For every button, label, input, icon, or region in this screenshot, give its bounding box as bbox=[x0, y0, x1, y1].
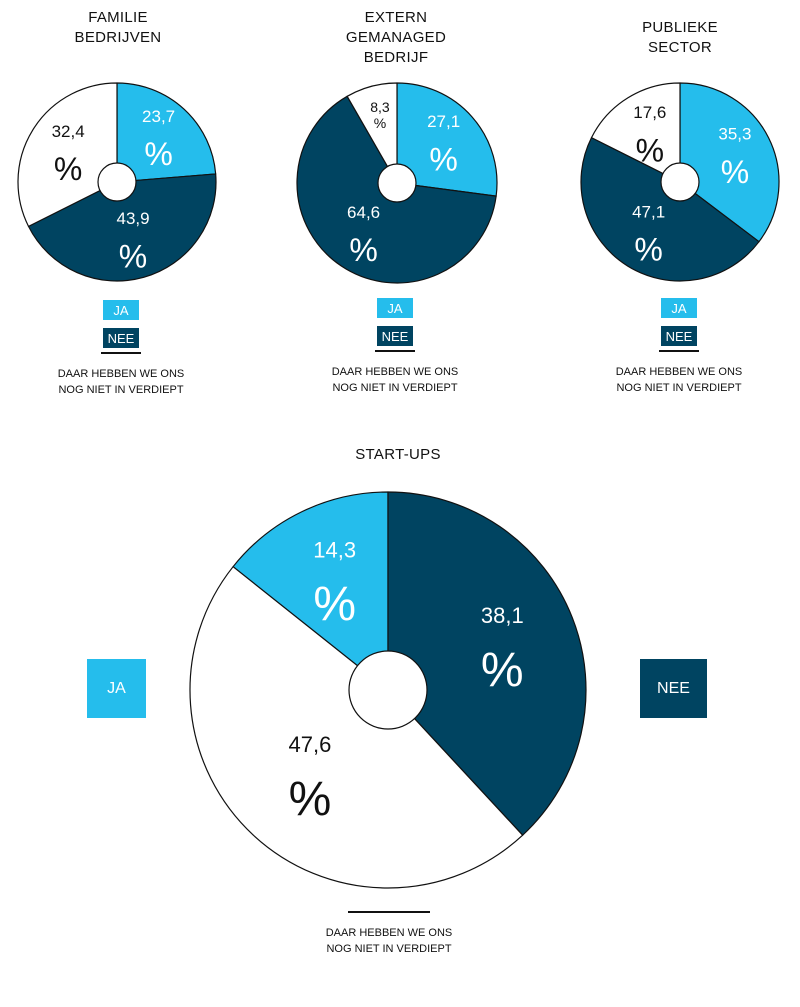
pie-familie: 23,7% 43,9% 32,4% bbox=[17, 82, 217, 282]
legend-unknown-extern: DAAR HEBBEN WE ONS NOG NIET IN VERDIEPT bbox=[331, 366, 459, 394]
data-unit-extern-unknown: % bbox=[374, 115, 386, 131]
legend-nee-familie: NEE bbox=[103, 328, 139, 348]
data-unit-familie-ja: % bbox=[144, 136, 172, 172]
legend-ja-startups: JA bbox=[87, 659, 146, 718]
slice-startups-nee bbox=[387, 491, 587, 836]
legend-line-publiek bbox=[659, 350, 699, 352]
data-label-startups-nee: 38,1 bbox=[481, 603, 524, 628]
slice-publiek-ja bbox=[679, 82, 780, 243]
legend-nee-publiek: NEE bbox=[661, 326, 697, 346]
data-unit-publiek-ja: % bbox=[721, 154, 749, 190]
legend-ja-familie: JA bbox=[103, 300, 139, 320]
legend-unknown-startups: DAAR HEBBEN WE ONS NOG NIET IN VERDIEPT bbox=[325, 927, 453, 955]
pie-hole-publiek bbox=[660, 162, 700, 202]
slice-extern-ja bbox=[396, 82, 498, 197]
data-unit-startups-ja: % bbox=[313, 578, 356, 631]
chart-title-extern: EXTERN GEMANAGED BEDRIJF bbox=[345, 9, 447, 66]
slice-familie-unknown bbox=[17, 82, 118, 227]
data-label-extern-nee: 64,6 bbox=[347, 203, 380, 222]
chart-title-familie: FAMILIE BEDRIJVEN bbox=[74, 9, 162, 46]
legend-nee-extern: NEE bbox=[377, 326, 413, 346]
pie-hole-startups bbox=[348, 650, 428, 730]
data-label-publiek-unknown: 17,6 bbox=[633, 103, 666, 122]
pie-startups: 14,3% 38,1% 47,6% bbox=[189, 491, 587, 889]
legend-unknown-publiek: DAAR HEBBEN WE ONS NOG NIET IN VERDIEPT bbox=[615, 366, 743, 394]
legend-ja-publiek: JA bbox=[661, 298, 697, 318]
data-unit-startups-unknown: % bbox=[289, 773, 332, 826]
data-label-familie-unknown: 32,4 bbox=[52, 122, 85, 141]
data-label-extern-ja: 27,1 bbox=[427, 112, 460, 131]
slice-publiek-unknown bbox=[590, 82, 681, 183]
slice-familie-ja bbox=[116, 82, 217, 183]
legend-ja-extern: JA bbox=[377, 298, 413, 318]
data-unit-publiek-unknown: % bbox=[636, 132, 664, 168]
data-unit-startups-nee: % bbox=[481, 644, 524, 697]
chart-title-publiek: PUBLIEKE SECTOR bbox=[642, 19, 718, 56]
slice-publiek-nee bbox=[580, 137, 760, 282]
slice-familie-nee bbox=[27, 173, 217, 282]
slice-startups-unknown bbox=[189, 566, 524, 889]
data-unit-publiek-nee: % bbox=[634, 232, 662, 268]
pie-extern: 27,1%64,6%8,3% bbox=[296, 82, 498, 284]
data-label-publiek-nee: 47,1 bbox=[632, 202, 665, 221]
data-label-startups-ja: 14,3 bbox=[313, 537, 356, 562]
slice-startups-ja bbox=[232, 491, 389, 691]
data-label-familie-ja: 23,7 bbox=[142, 107, 175, 126]
legend-line-startups bbox=[348, 911, 430, 913]
chart-title-startups: START-UPS bbox=[355, 446, 441, 463]
data-label-startups-unknown: 47,6 bbox=[289, 732, 332, 757]
data-unit-familie-unknown: % bbox=[54, 151, 82, 187]
legend-nee-startups: NEE bbox=[640, 659, 707, 718]
data-label-extern-unknown: 8,3 bbox=[370, 99, 390, 115]
legend-line-familie bbox=[101, 352, 141, 354]
data-unit-familie-nee: % bbox=[119, 238, 147, 274]
data-label-familie-nee: 43,9 bbox=[116, 209, 149, 228]
pie-hole-familie bbox=[97, 162, 137, 202]
pie-hole-extern bbox=[377, 163, 417, 203]
slice-extern-unknown bbox=[346, 82, 398, 184]
legend-line-extern bbox=[375, 350, 415, 352]
data-unit-extern-ja: % bbox=[429, 141, 457, 177]
data-unit-extern-nee: % bbox=[349, 232, 377, 268]
data-label-publiek-ja: 35,3 bbox=[718, 125, 751, 144]
pie-publiek: 35,3% 47,1% 17,6% bbox=[580, 82, 780, 282]
legend-unknown-familie: DAAR HEBBEN WE ONS NOG NIET IN VERDIEPT bbox=[57, 368, 185, 396]
